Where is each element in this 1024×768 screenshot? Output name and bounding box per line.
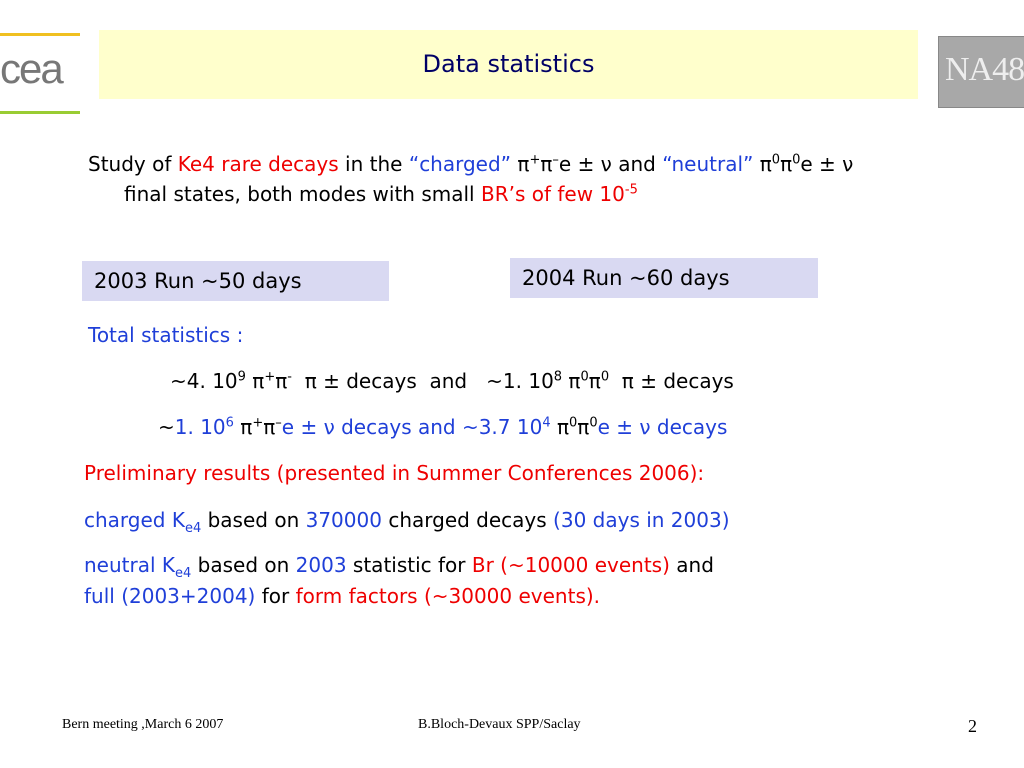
stats2-e: π: [550, 415, 570, 439]
neutral-statistic: statistic for: [346, 553, 472, 577]
run-2004-box: 2004 Run ~60 days: [510, 258, 818, 298]
intro-plus: +: [529, 152, 541, 168]
intro-line-1: Study of Ke4 rare decays in the “charged…: [88, 152, 853, 176]
stats1-b-sup: +: [264, 369, 276, 385]
stats1-d-exp: 8: [553, 369, 563, 385]
stats1-e-sup: 0: [580, 369, 589, 385]
stats1-g: π ± decays: [609, 369, 734, 393]
charged-based-on: based on: [201, 508, 306, 532]
intro-zero-b: 0: [792, 152, 801, 168]
full-period: .: [593, 584, 601, 608]
stats2-b-sup: +: [252, 415, 264, 431]
stats1-b: π: [245, 369, 265, 393]
intro-charged: “charged”: [408, 152, 512, 176]
intro-pi-b: π: [540, 152, 553, 176]
intro-ke4: Ke4 rare decays: [177, 152, 339, 176]
neutral-year: 2003: [295, 553, 347, 577]
preliminary-results: Preliminary results (presented in Summer…: [84, 461, 705, 485]
stats2-a: 1. 10: [174, 415, 226, 439]
neutral-ke4-sub: e4: [175, 566, 192, 581]
charged-ke4-a: charged K: [84, 508, 185, 532]
charged-period: (30 days in 2003): [553, 508, 730, 532]
cea-logo-bottom-bar: [0, 111, 80, 114]
stats2-e-sup: 0: [569, 415, 578, 431]
intro-final-states: final states, both modes with small: [124, 182, 481, 206]
intro-neutral: “neutral”: [662, 152, 754, 176]
intro-in-the: in the: [338, 152, 409, 176]
stats2-b: π: [233, 415, 253, 439]
intro-br-exp: -5: [624, 182, 638, 198]
stats1-d: π ± decays and ~1. 10: [292, 369, 554, 393]
cea-logo: cea: [0, 33, 82, 115]
stats2-tilde: ~: [158, 415, 175, 439]
full-years: full (2003+2004): [84, 584, 256, 608]
na48-logo-text: NA48: [945, 51, 1024, 88]
stats1-a-exp: 9: [237, 369, 246, 385]
run-2003-box: 2003 Run ~50 days: [82, 261, 389, 301]
neutral-based-on: based on: [191, 553, 296, 577]
neutral-ke4-a: neutral K: [84, 553, 176, 577]
title-box: Data statistics: [99, 30, 918, 99]
charged-ke4-line: charged Ke4 based on 370000 charged deca…: [84, 508, 730, 536]
footer-meeting: Bern meeting ,March 6 2007: [62, 717, 224, 732]
intro-e-nu-2: e ± ν: [800, 152, 854, 176]
cea-logo-top-bar: [0, 33, 80, 36]
stats-line-2: ~1. 106 π+π–e ± ν decays and ~3.7 104 π0…: [158, 415, 727, 439]
full-for: for: [255, 584, 296, 608]
na48-logo: NA48: [938, 36, 1024, 108]
stats1-f: π: [588, 369, 601, 393]
stats2-a-exp: 6: [225, 415, 234, 431]
neutral-and: and: [669, 553, 714, 577]
stats2-f: π: [577, 415, 590, 439]
intro-pi0-a: π: [753, 152, 772, 176]
intro-minus: –: [552, 152, 559, 168]
intro-line-2: final states, both modes with small BR’s…: [124, 182, 638, 206]
total-statistics-label: Total statistics :: [88, 323, 244, 347]
stats-line-1: ~4. 109 π+π- π ± decays and ~1. 108 π0π0…: [170, 369, 734, 393]
stats2-c-sup: –: [275, 415, 282, 431]
intro-and: and: [611, 152, 663, 176]
slide-title: Data statistics: [422, 50, 595, 78]
neutral-br: Br (~10000 events): [471, 553, 670, 577]
stats2-c: π: [263, 415, 276, 439]
charged-count: 370000: [305, 508, 382, 532]
intro-pi0-b: π: [780, 152, 793, 176]
charged-ke4-sub: e4: [184, 521, 202, 536]
stats2-g: e ± ν decays: [597, 415, 728, 439]
stats2-f-sup: 0: [589, 415, 598, 431]
stats1-c-sup: -: [287, 369, 292, 385]
intro-br: BR’s of few 10: [480, 182, 625, 206]
page-number: 2: [968, 716, 977, 736]
neutral-ke4-line: neutral Ke4 based on 2003 statistic for …: [84, 553, 714, 581]
intro-pi-a: π: [511, 152, 530, 176]
intro-e-nu: e ± ν: [558, 152, 612, 176]
stats2-d: e ± ν decays and ~3.7 10: [281, 415, 543, 439]
stats1-a: ~4. 10: [170, 369, 238, 393]
full-line: full (2003+2004) for form factors (~3000…: [84, 584, 600, 608]
cea-logo-text: cea: [0, 45, 64, 92]
full-form-factors: form factors (~30000 events): [295, 584, 594, 608]
footer-author: B.Bloch-Devaux SPP/Saclay: [418, 717, 581, 732]
stats2-d-exp: 4: [542, 415, 551, 431]
stats1-f-sup: 0: [600, 369, 610, 385]
charged-decays: charged decays: [381, 508, 554, 532]
intro-zero-a: 0: [771, 152, 781, 168]
intro-study-of: Study of: [88, 152, 178, 176]
stats1-e: π: [562, 369, 581, 393]
stats1-c: π: [275, 369, 288, 393]
